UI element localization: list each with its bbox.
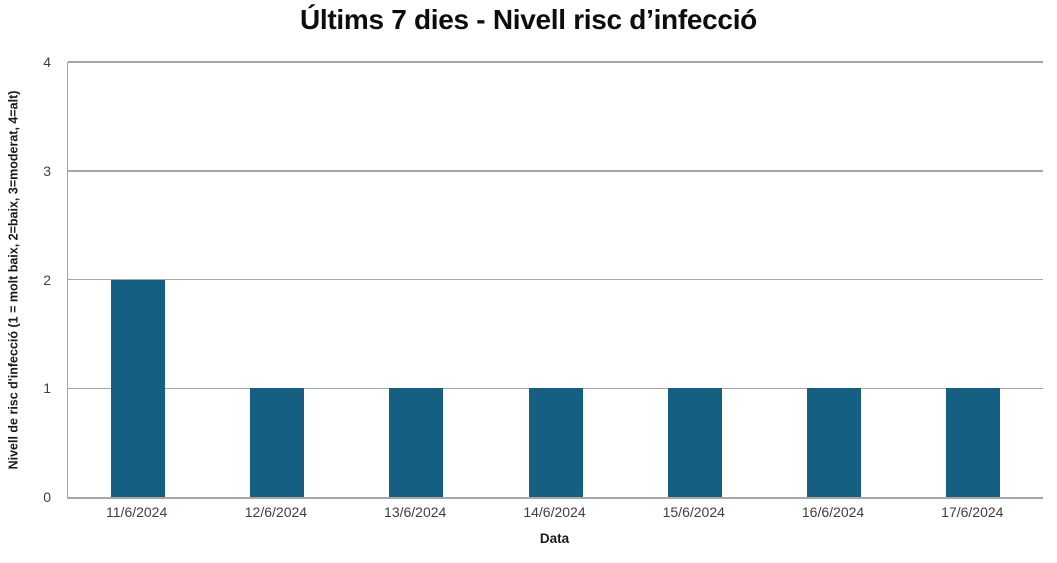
y-tick-label: 4 (43, 54, 51, 70)
bar-14/6/2024 (528, 388, 583, 497)
y-tick-label: 3 (43, 162, 51, 179)
bar-13/6/2024 (389, 388, 444, 497)
y-tick-label: 2 (43, 271, 51, 288)
bar-16/6/2024 (807, 388, 862, 497)
y-tick-label: 1 (43, 380, 51, 397)
gridline (68, 278, 1043, 281)
x-tick-label: 13/6/2024 (384, 504, 447, 520)
y-axis-tick-labels: 0 1 2 3 4 (0, 54, 59, 505)
gridline (68, 170, 1043, 172)
x-tick-label: 17/6/2024 (941, 504, 1004, 520)
bar-11/6/2024 (110, 279, 165, 497)
plot-area (67, 61, 1043, 499)
bar-12/6/2024 (249, 388, 304, 497)
x-tick-label: 16/6/2024 (801, 504, 865, 520)
x-axis-title: Data (539, 531, 570, 546)
y-tick-label: 0 (43, 489, 51, 505)
x-tick-label: 15/6/2024 (662, 504, 725, 520)
x-tick-label: 11/6/2024 (106, 504, 168, 520)
x-tick-label: 12/6/2024 (244, 504, 308, 520)
chart-title: Últims 7 dies - Nivell risc d’infecció (300, 4, 757, 35)
bar-15/6/2024 (667, 388, 722, 497)
gridline (68, 61, 1043, 63)
x-axis-tick-labels: 11/6/2024 12/6/2024 13/6/2024 14/6/2024 15/6… (67, 504, 1042, 520)
bar-17/6/2024 (946, 388, 1001, 497)
x-tick-label: 14/6/2024 (523, 504, 586, 520)
